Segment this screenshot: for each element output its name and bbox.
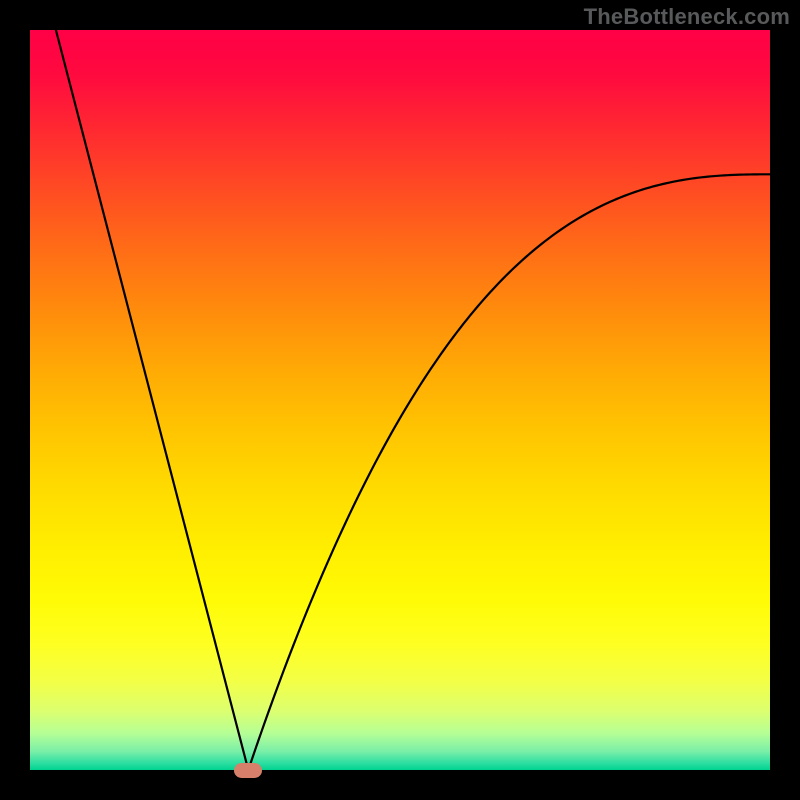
chart-container: TheBottleneck.com — [0, 0, 800, 800]
minimum-marker — [234, 763, 262, 778]
plot-area — [30, 30, 770, 770]
gradient-background — [30, 30, 770, 770]
watermark-text: TheBottleneck.com — [584, 4, 790, 30]
plot-svg — [30, 30, 770, 770]
